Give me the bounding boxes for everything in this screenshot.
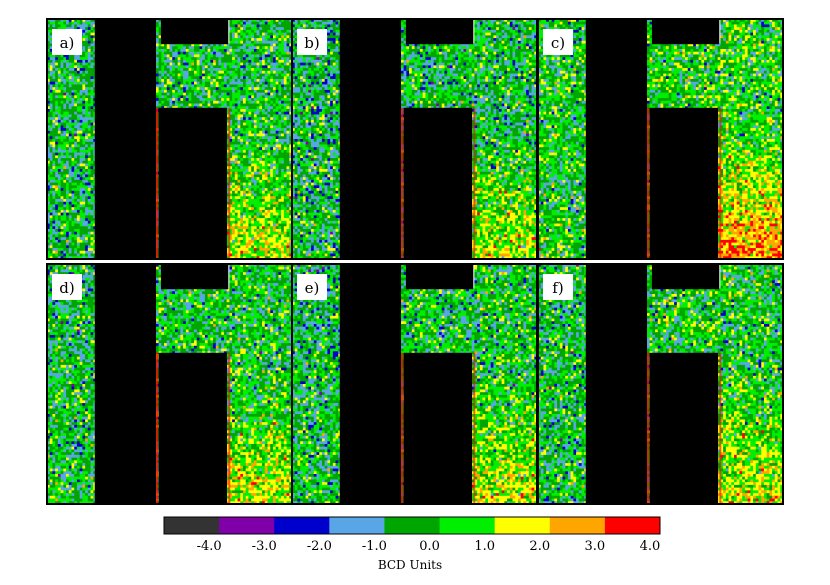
panel-c: c)	[537, 18, 784, 260]
masked-region	[403, 352, 473, 504]
edge-highlight	[719, 107, 722, 259]
panel-label-box	[52, 29, 82, 55]
masked-region	[403, 107, 473, 259]
masked-region	[405, 19, 474, 45]
masked-region	[158, 107, 228, 259]
edge-highlight	[473, 352, 476, 504]
masked-region	[649, 107, 719, 259]
colorbar-swatch	[494, 517, 551, 534]
colorbar-swatch	[604, 517, 661, 534]
masked-region	[585, 19, 648, 259]
colorbar-tick-label: 0.0	[419, 539, 440, 554]
colorbar-tick-label: 2.0	[529, 539, 550, 554]
panel-label-box	[543, 274, 573, 300]
colorbar-swatch	[439, 517, 496, 534]
panel-label-box	[297, 274, 327, 300]
colorbar-tick-label: 1.0	[474, 539, 495, 554]
colorbar-swatch	[384, 517, 441, 534]
panel-a: a)	[46, 18, 293, 260]
colorbar: -4.0 -3.0 -2.0 -1.0 0.0 1.0 2.0 3.0 4.0 BCD Unit…	[163, 516, 661, 572]
panel-f: f)	[537, 263, 784, 505]
panel-label: f)	[552, 279, 563, 297]
edge-highlight	[401, 352, 404, 504]
edge-highlight	[473, 107, 476, 259]
edge-highlight	[647, 352, 650, 504]
colorbar-tick-label: 4.0	[640, 539, 661, 554]
panel-label-box	[543, 29, 573, 55]
edge-highlight	[156, 352, 159, 504]
colorbar-swatch	[274, 517, 330, 534]
masked-region	[94, 19, 157, 259]
panel-frame	[537, 263, 784, 505]
panel-label: b)	[304, 34, 319, 52]
panel-b: b)	[291, 18, 538, 260]
masked-region	[158, 352, 228, 504]
panel-label-box	[297, 29, 327, 55]
masked-region	[94, 264, 157, 504]
colorbar-tick-labels: -4.0 -3.0 -2.0 -1.0 0.0 1.0 2.0 3.0 4.0	[197, 539, 661, 554]
panel-label: a)	[60, 34, 75, 52]
masked-region	[651, 264, 720, 290]
edge-highlight	[228, 352, 231, 504]
colorbar-swatch	[164, 517, 220, 534]
masked-region	[160, 264, 229, 290]
colorbar-swatches	[163, 516, 661, 535]
panel-e: e)	[291, 263, 538, 505]
colorbar-frame	[163, 516, 661, 535]
colorbar-title: BCD Units	[378, 558, 442, 572]
panel-label: e)	[305, 279, 320, 297]
colorbar-swatch	[219, 517, 275, 534]
masked-region	[649, 352, 719, 504]
heatmap-panels: a) b) c) d) e) f)	[46, 18, 784, 505]
masked-region	[651, 19, 720, 45]
masked-region	[585, 264, 648, 504]
edge-highlight	[719, 352, 722, 504]
panel-label: d)	[59, 279, 74, 297]
masked-region	[405, 264, 474, 290]
panel-label-box	[52, 274, 82, 300]
panel-label: c)	[551, 34, 565, 52]
panel-frame	[537, 18, 784, 260]
colorbar-tick-label: -3.0	[252, 539, 277, 554]
colorbar-swatch	[329, 517, 385, 534]
colorbar-tick-label: -4.0	[197, 539, 222, 554]
masked-region	[339, 19, 402, 259]
panel-d: d)	[46, 263, 293, 505]
masked-region	[160, 19, 229, 45]
edge-highlight	[156, 107, 159, 259]
colorbar-swatch	[549, 517, 606, 534]
colorbar-tick-label: 3.0	[585, 539, 606, 554]
edge-highlight	[647, 107, 650, 259]
colorbar-tick-label: -1.0	[362, 539, 387, 554]
masked-region	[339, 264, 402, 504]
edge-highlight	[401, 107, 404, 259]
edge-highlight	[228, 107, 231, 259]
colorbar-tick-label: -2.0	[307, 539, 332, 554]
